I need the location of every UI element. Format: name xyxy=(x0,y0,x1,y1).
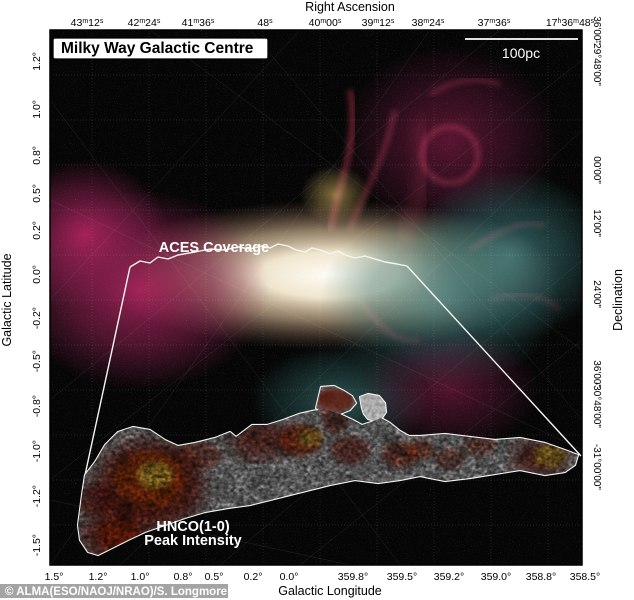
svg-text:0.0°: 0.0° xyxy=(280,571,299,583)
svg-text:42m24s: 42m24s xyxy=(128,17,161,29)
svg-text:12'00": 12'00" xyxy=(591,209,602,237)
svg-text:-29°48'00": -29°48'00" xyxy=(591,40,602,87)
svg-text:359.2°: 359.2° xyxy=(434,571,464,583)
svg-text:Milky Way Galactic Centre: Milky Way Galactic Centre xyxy=(61,40,254,57)
svg-text:359.8°: 359.8° xyxy=(338,571,368,583)
svg-text:358.8°: 358.8° xyxy=(526,571,556,583)
svg-text:38m24s: 38m24s xyxy=(412,17,445,29)
svg-text:-1.0°: -1.0° xyxy=(31,440,43,462)
svg-text:Galactic Longitude: Galactic Longitude xyxy=(278,584,382,598)
svg-text:43m12s: 43m12s xyxy=(71,17,104,29)
svg-text:-0.8°: -0.8° xyxy=(31,395,43,417)
svg-text:0.8°: 0.8° xyxy=(174,571,193,583)
svg-text:1.2°: 1.2° xyxy=(31,52,43,71)
svg-text:-1.2°: -1.2° xyxy=(31,485,43,507)
svg-text:0.8°: 0.8° xyxy=(31,146,43,165)
svg-text:-30°48'00": -30°48'00" xyxy=(591,382,602,429)
svg-text:-0.2°: -0.2° xyxy=(31,307,43,329)
svg-text:0.5°: 0.5° xyxy=(31,184,43,203)
svg-text:37m36s: 37m36s xyxy=(478,17,511,29)
svg-text:Right Ascension: Right Ascension xyxy=(305,0,395,14)
svg-text:359.5°: 359.5° xyxy=(387,571,417,583)
svg-text:0.2°: 0.2° xyxy=(244,571,263,583)
svg-text:Peak Intensity: Peak Intensity xyxy=(144,533,242,549)
svg-text:1.0°: 1.0° xyxy=(131,571,150,583)
svg-text:100pc: 100pc xyxy=(502,45,540,61)
svg-text:0.0°: 0.0° xyxy=(31,265,43,284)
svg-text:-1.5°: -1.5° xyxy=(31,534,43,556)
svg-text:Declination: Declination xyxy=(611,269,625,331)
svg-text:41m36s: 41m36s xyxy=(182,17,215,29)
svg-text:0.2°: 0.2° xyxy=(31,221,43,240)
svg-text:40m00s: 40m00s xyxy=(309,17,342,29)
svg-text:Galactic Latitude: Galactic Latitude xyxy=(0,253,14,346)
svg-text:ACES Coverage: ACES Coverage xyxy=(159,240,269,256)
svg-text:1.0°: 1.0° xyxy=(31,100,43,119)
svg-text:© ALMA(ESO/NAOJ/NRAO)/S. Longm: © ALMA(ESO/NAOJ/NRAO)/S. Longmore xyxy=(5,586,227,598)
svg-text:359.0°: 359.0° xyxy=(481,571,511,583)
svg-text:0.5°: 0.5° xyxy=(205,571,224,583)
svg-text:24'00": 24'00" xyxy=(591,280,602,308)
svg-text:1.2°: 1.2° xyxy=(89,571,108,583)
svg-text:-31°00'00": -31°00'00" xyxy=(591,444,602,491)
svg-text:1.5°: 1.5° xyxy=(45,571,64,583)
svg-text:17h36m48s: 17h36m48s xyxy=(546,17,595,29)
svg-text:358.5°: 358.5° xyxy=(570,571,600,583)
svg-text:-0.5°: -0.5° xyxy=(31,350,43,372)
svg-text:39m12s: 39m12s xyxy=(362,17,395,29)
svg-text:00'00": 00'00" xyxy=(591,156,602,184)
